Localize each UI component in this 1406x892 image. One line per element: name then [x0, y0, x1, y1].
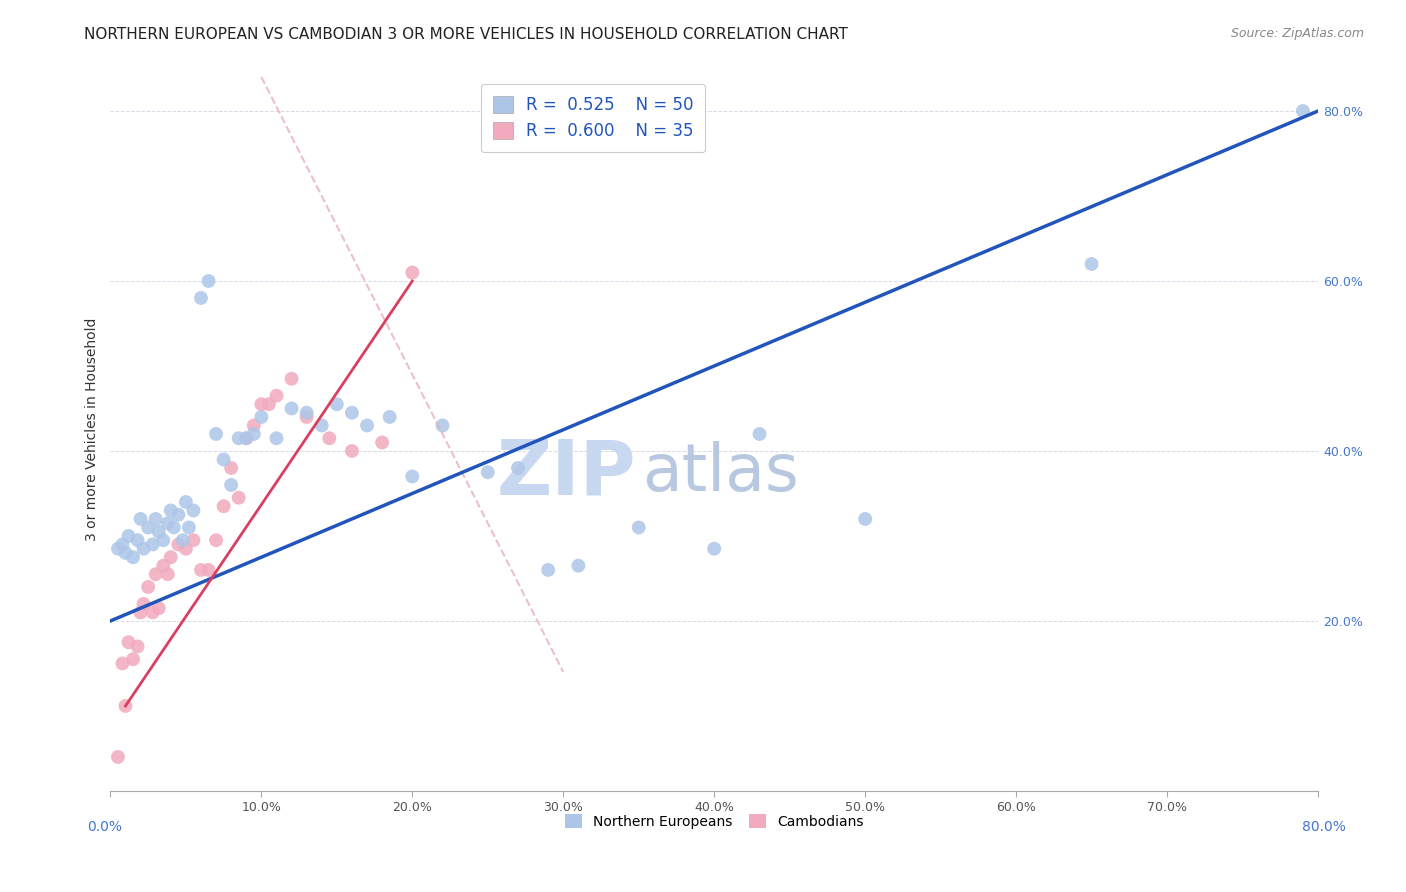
Legend: Northern Europeans, Cambodians: Northern Europeans, Cambodians — [560, 809, 869, 835]
Text: atlas: atlas — [641, 441, 799, 505]
Point — [280, 401, 302, 416]
Point — [174, 541, 197, 556]
Point — [136, 520, 159, 534]
Point — [145, 512, 167, 526]
Point — [167, 508, 190, 522]
Point — [567, 558, 589, 573]
Point — [266, 431, 288, 445]
Point — [205, 533, 228, 548]
Point — [163, 520, 186, 534]
Point — [148, 601, 170, 615]
Point — [142, 537, 165, 551]
Point — [152, 558, 174, 573]
Text: 0.0%: 0.0% — [87, 820, 122, 834]
Point — [1292, 103, 1315, 118]
Point — [506, 461, 529, 475]
Point — [117, 529, 139, 543]
Point — [205, 427, 228, 442]
Point — [156, 516, 179, 531]
Point — [177, 520, 200, 534]
Point — [295, 406, 318, 420]
Point — [174, 495, 197, 509]
Point — [145, 567, 167, 582]
Point — [107, 541, 129, 556]
Point — [132, 597, 155, 611]
Point — [266, 389, 288, 403]
Point — [235, 431, 257, 445]
Point — [132, 541, 155, 556]
Point — [111, 537, 134, 551]
Point — [172, 533, 194, 548]
Point — [197, 274, 219, 288]
Point — [127, 640, 149, 654]
Text: 80.0%: 80.0% — [1302, 820, 1346, 834]
Point — [167, 537, 190, 551]
Point — [401, 469, 423, 483]
Point — [107, 750, 129, 764]
Point — [1080, 257, 1102, 271]
Point — [114, 698, 136, 713]
Point — [243, 427, 266, 442]
Point — [371, 435, 394, 450]
Point — [136, 580, 159, 594]
Point — [129, 606, 152, 620]
Point — [148, 524, 170, 539]
Point — [190, 563, 212, 577]
Point — [326, 397, 349, 411]
Point — [295, 409, 318, 424]
Point — [401, 265, 423, 279]
Point — [432, 418, 454, 433]
Point — [537, 563, 560, 577]
Point — [703, 541, 725, 556]
Point — [190, 291, 212, 305]
Text: NORTHERN EUROPEAN VS CAMBODIAN 3 OR MORE VEHICLES IN HOUSEHOLD CORRELATION CHART: NORTHERN EUROPEAN VS CAMBODIAN 3 OR MORE… — [84, 27, 848, 42]
Point — [156, 567, 179, 582]
Point — [356, 418, 378, 433]
Point — [257, 397, 280, 411]
Point — [627, 520, 650, 534]
Point — [340, 406, 363, 420]
Point — [318, 431, 340, 445]
Text: Source: ZipAtlas.com: Source: ZipAtlas.com — [1230, 27, 1364, 40]
Point — [159, 550, 181, 565]
Point — [311, 418, 333, 433]
Point — [212, 452, 235, 467]
Point — [228, 491, 250, 505]
Point — [114, 546, 136, 560]
Point — [183, 533, 205, 548]
Point — [159, 503, 181, 517]
Point — [243, 418, 266, 433]
Point — [250, 397, 273, 411]
Point — [129, 512, 152, 526]
Point — [280, 372, 302, 386]
Point — [219, 478, 242, 492]
Point — [228, 431, 250, 445]
Point — [250, 409, 273, 424]
Point — [212, 500, 235, 514]
Point — [853, 512, 876, 526]
Point — [122, 550, 145, 565]
Text: ZIP: ZIP — [496, 436, 636, 510]
Point — [477, 465, 499, 479]
Point — [340, 444, 363, 458]
Point — [748, 427, 770, 442]
Point — [183, 503, 205, 517]
Point — [117, 635, 139, 649]
Y-axis label: 3 or more Vehicles in Household: 3 or more Vehicles in Household — [86, 318, 100, 541]
Point — [152, 533, 174, 548]
Point — [197, 563, 219, 577]
Point — [111, 657, 134, 671]
Point — [219, 461, 242, 475]
Point — [235, 431, 257, 445]
Point — [142, 606, 165, 620]
Point — [122, 652, 145, 666]
Point — [127, 533, 149, 548]
Point — [378, 409, 401, 424]
